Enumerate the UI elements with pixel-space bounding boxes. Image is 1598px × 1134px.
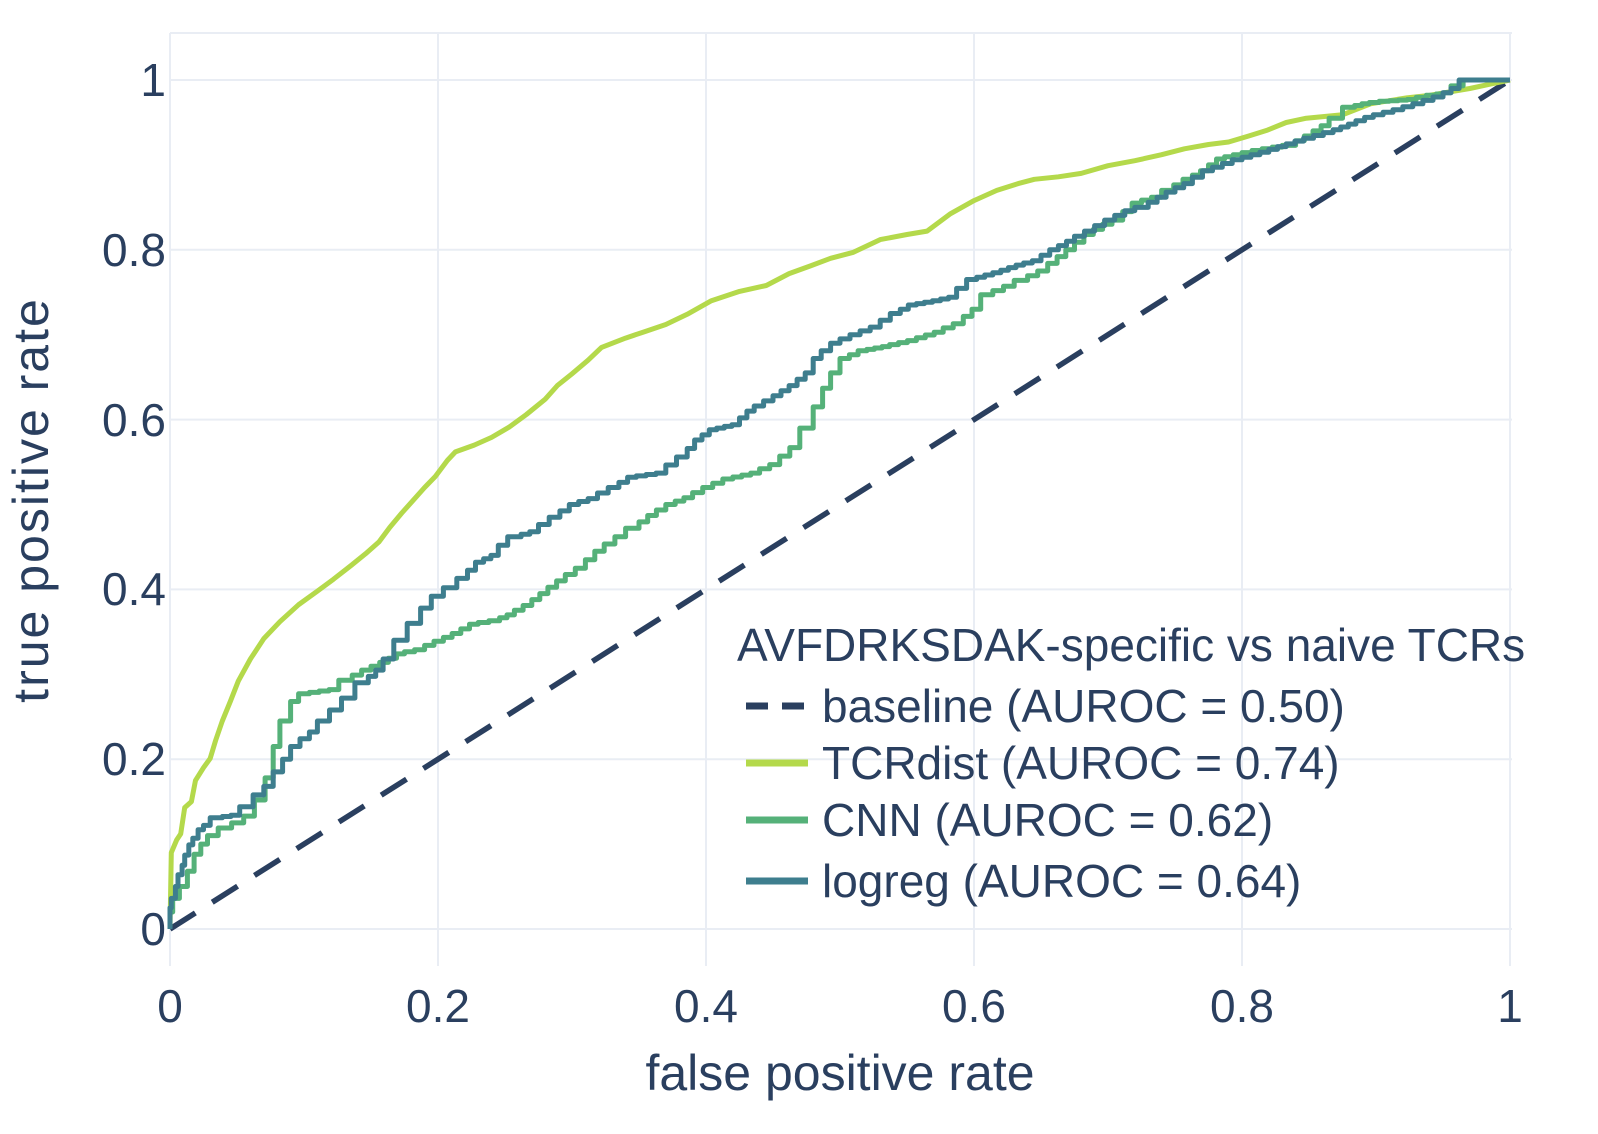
x-tick-0: 0 [157,980,183,1032]
legend-item-baseline[interactable]: baseline (AUROC = 0.50) [746,680,1345,732]
legend-label-cnn: CNN (AUROC = 0.62) [822,794,1273,846]
legend-label-tcrdist: TCRdist (AUROC = 0.74) [822,737,1340,789]
legend-title: AVFDRKSDAK-specific vs naive TCRs [737,619,1525,671]
legend-label-logreg: logreg (AUROC = 0.64) [822,855,1301,907]
y-axis-title: true positive rate [3,297,59,703]
y-tick-0: 0 [140,903,166,955]
x-tick-0-6: 0.6 [942,980,1006,1032]
y-tick-1: 1 [140,54,166,106]
x-axis-title: false positive rate [645,1045,1034,1101]
roc-curves [167,77,1512,932]
legend-item-cnn[interactable]: CNN (AUROC = 0.62) [746,794,1273,846]
legend-item-logreg[interactable]: logreg (AUROC = 0.64) [746,855,1301,907]
roc-curve-tcrdist [167,77,1511,930]
x-tick-0-2: 0.2 [406,980,470,1032]
roc-curve-logreg [167,77,1510,929]
x-tick-0-8: 0.8 [1210,980,1274,1032]
y-tick-0-4: 0.4 [102,563,166,615]
gridlines [169,32,1512,966]
legend: AVFDRKSDAK-specific vs naive TCRs baseli… [737,619,1525,907]
y-tick-0-2: 0.2 [102,733,166,785]
legend-item-tcrdist[interactable]: TCRdist (AUROC = 0.74) [746,737,1340,789]
x-tick-0-4: 0.4 [674,980,738,1032]
x-tick-1: 1 [1497,980,1523,1032]
y-axis-tick-labels: 0 0.2 0.4 0.6 0.8 1 [102,54,166,955]
y-tick-0-6: 0.6 [102,394,166,446]
roc-curve-cnn [167,77,1510,929]
y-tick-0-8: 0.8 [102,224,166,276]
x-axis-tick-labels: 0 0.2 0.4 0.6 0.8 1 [157,980,1523,1032]
legend-label-baseline: baseline (AUROC = 0.50) [822,680,1345,732]
roc-curve-baseline [168,77,1512,932]
